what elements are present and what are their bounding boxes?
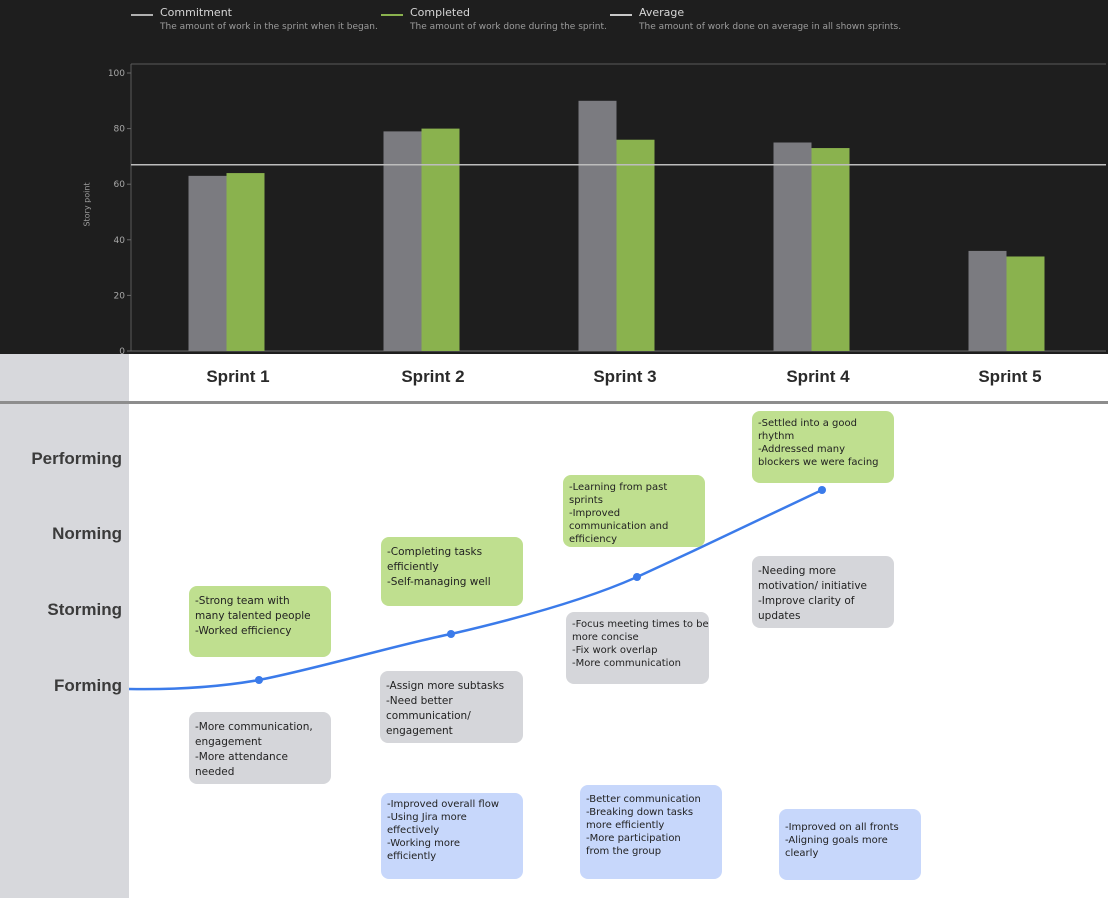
note-line: -Assign more subtasks (386, 680, 505, 692)
note-line: engagement (195, 736, 262, 748)
note-line: many talented people (195, 610, 311, 622)
stage-forming: Forming (54, 676, 122, 695)
note-line: -Fix work overlap (572, 645, 658, 656)
note-line: -Improve clarity of (758, 595, 855, 607)
improve-note-sprint-3: -Focus meeting times to be more concise … (566, 612, 709, 684)
note-line: engagement (386, 725, 453, 737)
note-line: -Using Jira more (387, 812, 467, 823)
note-line: sprints (569, 495, 603, 506)
legend-completed-description: The amount of work done during the sprin… (410, 22, 607, 32)
note-line: updates (758, 610, 801, 622)
legend-commitment-description: The amount of work in the sprint when it… (160, 22, 378, 32)
outcome-note-sprint-4: -Improved on all fronts -Aligning goals … (779, 809, 921, 880)
note-line: from the group (586, 846, 662, 857)
bar-completed-2 (421, 128, 460, 351)
stage-performing: Performing (31, 449, 122, 468)
progress-point-sprint-2 (447, 630, 455, 638)
note-line: -Improved overall flow (387, 799, 500, 810)
header-divider (0, 401, 1108, 404)
note-line: efficiency (569, 534, 618, 545)
stage-norming: Norming (52, 524, 122, 543)
note-line: -Working more (387, 838, 461, 849)
sprint-label-1: Sprint 1 (206, 367, 270, 386)
outcome-note-sprint-3: -Better communication -Breaking down tas… (580, 785, 722, 879)
note-line: -More participation (586, 833, 681, 844)
legend-completed-title: Completed (410, 6, 470, 19)
note-line: -Need better (386, 695, 453, 707)
outcome-note-sprint-2: -Improved overall flow -Using Jira more … (381, 793, 523, 879)
note-line: more efficiently (586, 820, 665, 831)
improve-note-sprint-4: -Needing more motivation/ initiative -Im… (752, 556, 894, 628)
note-line: -Worked efficiency (195, 625, 292, 637)
legend-completed-swatch (381, 14, 403, 16)
note-line: -Improved on all fronts (785, 822, 899, 833)
y-tick-label: 60 (114, 180, 126, 190)
note-line: -Better communication (586, 794, 701, 805)
bar-commitment-2 (383, 131, 422, 351)
bar-completed-1 (226, 173, 265, 351)
bar-commitment-5 (968, 250, 1007, 351)
bar-completed-5 (1006, 256, 1045, 351)
note-line: -Strong team with (195, 595, 290, 607)
went-well-note-sprint-4: -Settled into a good rhythm -Addressed m… (752, 411, 894, 483)
note-line: more concise (572, 632, 639, 643)
note-line: needed (195, 766, 235, 778)
legend-commitment-swatch (131, 14, 153, 16)
sprint-velocity-chart: Commitment The amount of work in the spr… (0, 0, 1108, 354)
went-well-note-sprint-2: -Completing tasks efficiently -Self-mana… (381, 537, 523, 606)
note-line: clearly (785, 848, 819, 859)
note-line: -Completing tasks (387, 546, 483, 558)
y-tick-label: 20 (114, 291, 126, 301)
note-line: efficiently (387, 561, 439, 573)
legend-average-title: Average (639, 6, 685, 19)
went-well-note-sprint-1: -Strong team with many talented people -… (189, 586, 331, 657)
note-line: -Needing more (758, 565, 837, 577)
sprint-label-3: Sprint 3 (593, 367, 657, 386)
bar-completed-4 (811, 148, 850, 351)
sprint-header-band (0, 354, 1108, 402)
bar-commitment-3 (578, 100, 617, 351)
legend-average-description: The amount of work done on average in al… (639, 22, 902, 32)
legend-commitment-title: Commitment (160, 6, 232, 19)
progress-point-sprint-1 (255, 676, 263, 684)
note-line: -Breaking down tasks (586, 807, 694, 818)
note-line: -More attendance (195, 751, 288, 763)
sprint-label-2: Sprint 2 (401, 367, 465, 386)
y-tick-label: 0 (119, 347, 125, 354)
note-line: -Improved (569, 508, 621, 519)
legend-average-swatch (610, 14, 632, 16)
sprint-label-4: Sprint 4 (786, 367, 850, 386)
bar-commitment-1 (188, 175, 227, 351)
improve-note-sprint-2: -Assign more subtasks -Need better commu… (380, 671, 523, 743)
note-line: -More communication (572, 658, 681, 669)
progress-point-sprint-3 (633, 573, 641, 581)
note-line: -Aligning goals more (785, 835, 888, 846)
y-tick-label: 40 (114, 236, 126, 246)
y-tick-label: 80 (114, 125, 126, 135)
note-line: -Learning from past (569, 482, 668, 493)
went-well-note-sprint-3: -Learning from past sprints -Improved co… (563, 475, 705, 547)
note-line: rhythm (758, 431, 795, 442)
note-line: efficiently (387, 851, 437, 862)
bar-commitment-4 (773, 142, 812, 351)
bar-chart-svg: 0 20 40 60 80 100 (108, 63, 1106, 354)
stage-storming: Storming (47, 600, 122, 619)
note-line: -More communication, (195, 721, 313, 733)
note-line: -Focus meeting times to be (572, 619, 709, 630)
note-line: communication/ (386, 710, 471, 722)
stage-column (0, 354, 129, 898)
note-line: -Self-managing well (387, 576, 491, 588)
improve-note-sprint-1: -More communication, engagement -More at… (189, 712, 331, 784)
note-line: blockers we were facing (758, 457, 879, 468)
note-line: motivation/ initiative (758, 580, 867, 592)
y-tick-label: 100 (108, 69, 125, 79)
bar-completed-3 (616, 139, 655, 351)
sprint-label-5: Sprint 5 (978, 367, 1042, 386)
note-line: -Settled into a good (758, 418, 857, 429)
note-line: effectively (387, 825, 440, 836)
note-line: communication and (569, 521, 669, 532)
note-line: -Addressed many (758, 444, 846, 455)
progress-point-sprint-4 (818, 486, 826, 494)
